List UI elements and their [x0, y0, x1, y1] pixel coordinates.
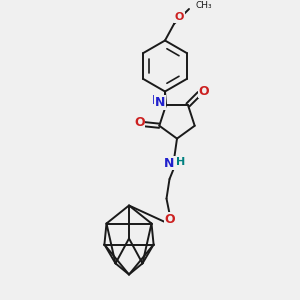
Text: N: N: [164, 157, 175, 170]
Text: CH₃: CH₃: [195, 2, 211, 10]
Text: O: O: [165, 212, 176, 226]
Text: N: N: [155, 96, 165, 109]
Text: N: N: [152, 94, 163, 107]
Text: O: O: [134, 116, 145, 129]
Text: H: H: [176, 157, 185, 167]
Text: O: O: [199, 85, 209, 98]
Text: O: O: [175, 12, 184, 22]
